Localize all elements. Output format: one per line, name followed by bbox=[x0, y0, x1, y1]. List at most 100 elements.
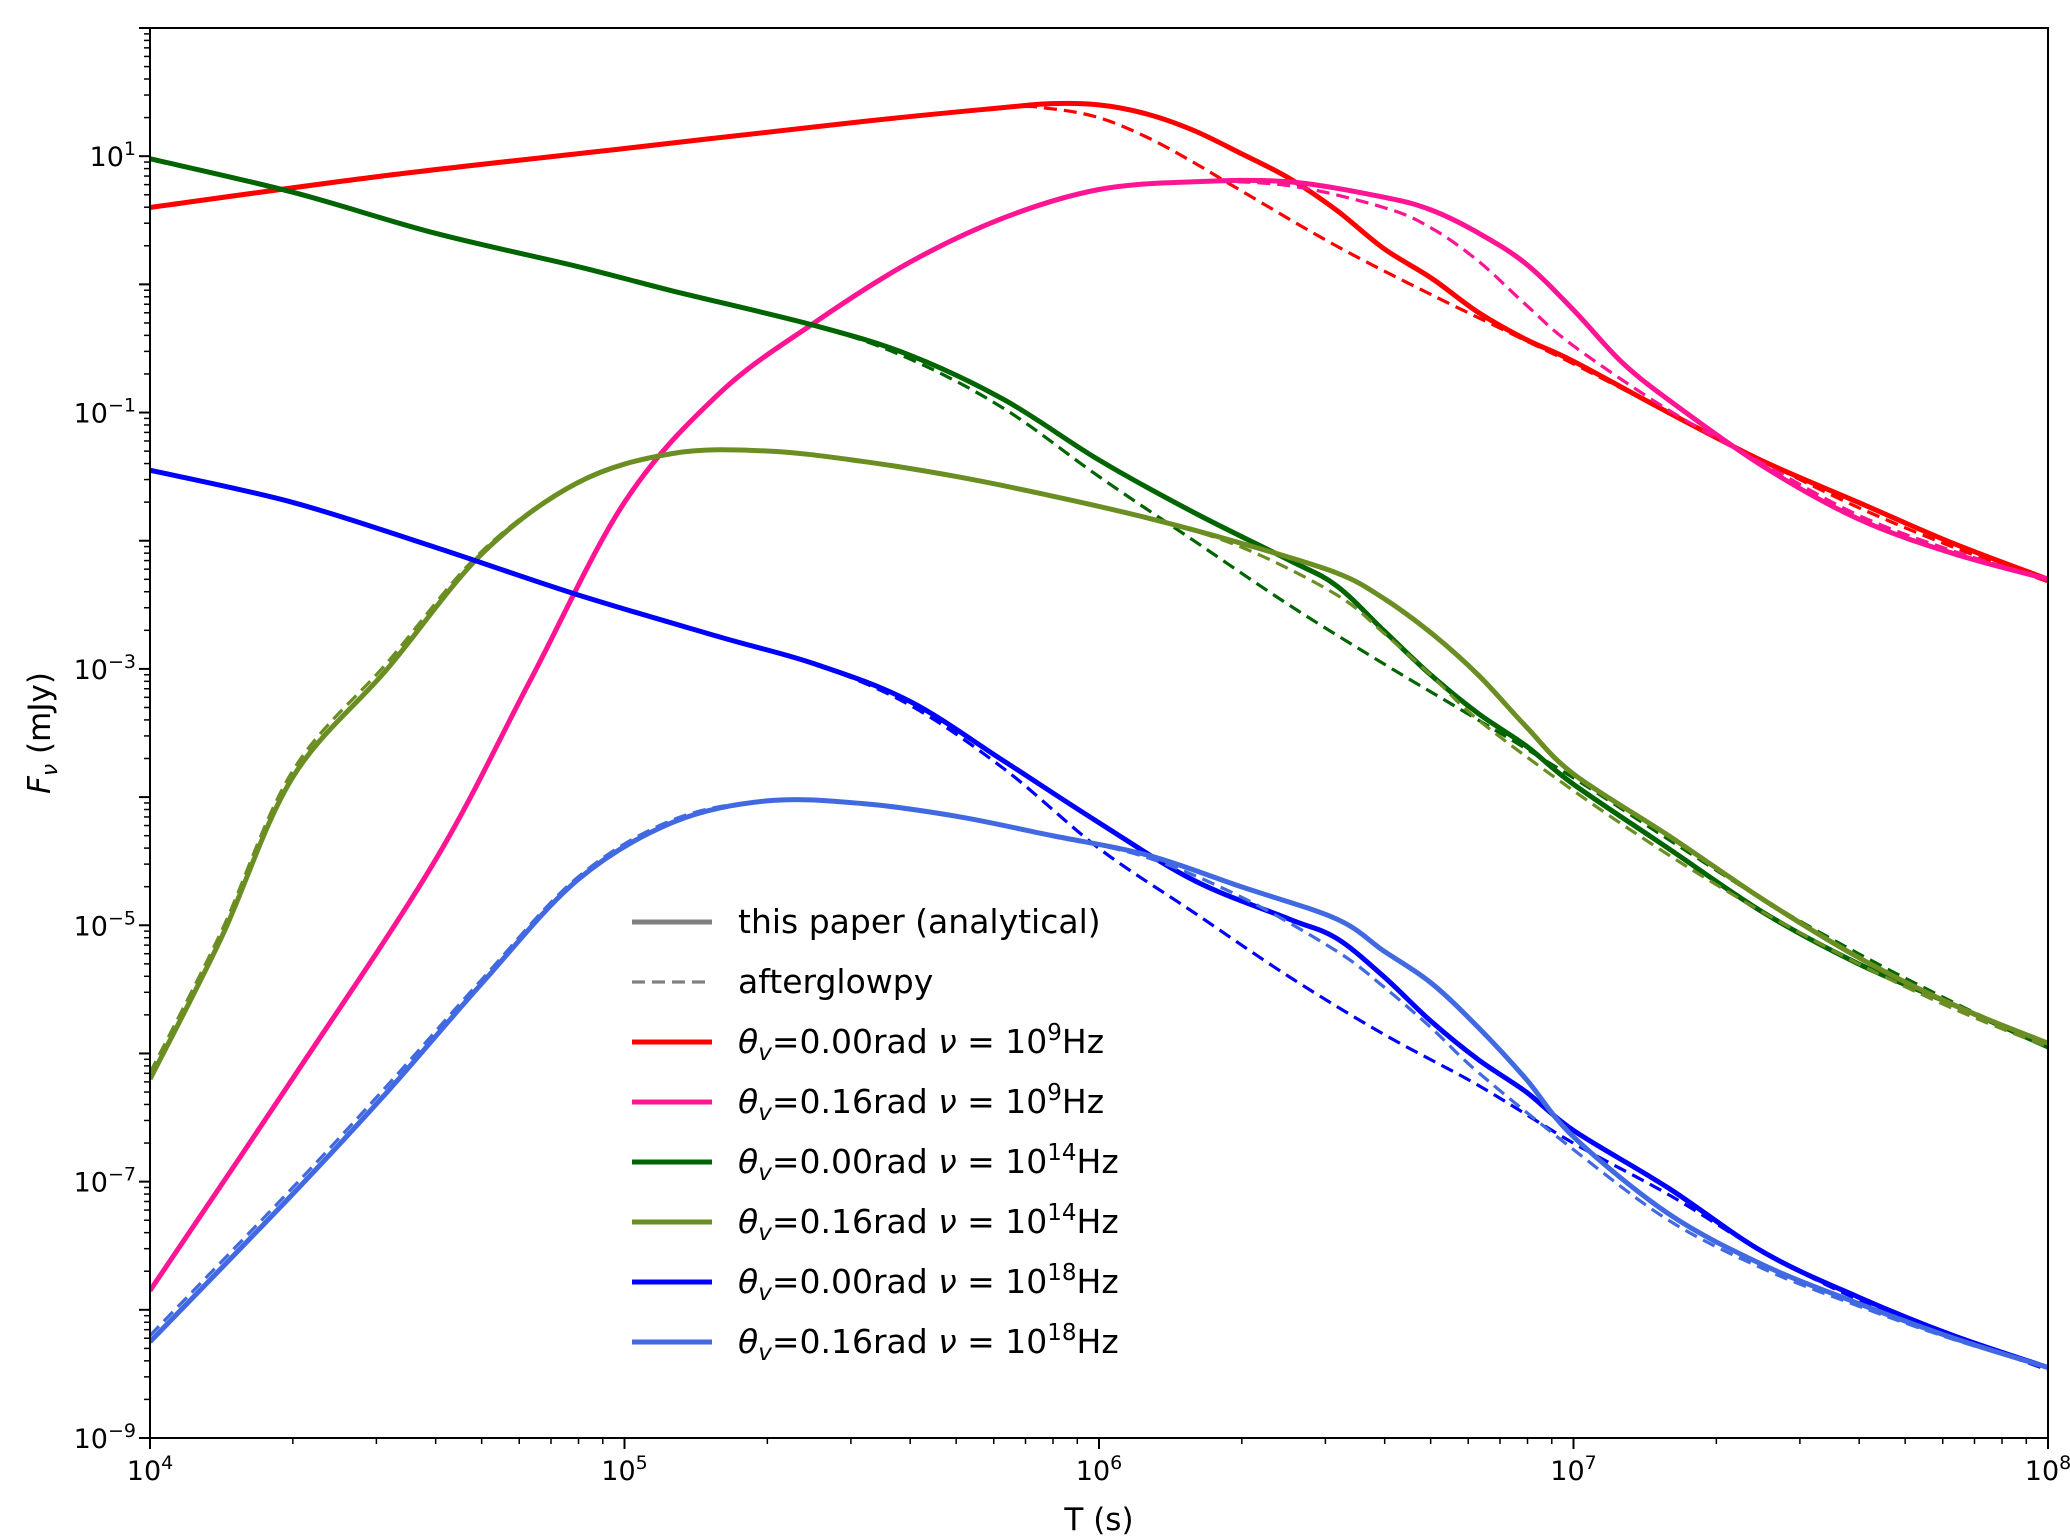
legend-label-part: 9 bbox=[1047, 1080, 1062, 1106]
legend-label-part: Hz bbox=[1077, 1322, 1119, 1361]
y-tick-label: 10−1 bbox=[74, 395, 136, 430]
y-tick-base: 10 bbox=[74, 1168, 108, 1199]
legend-label-part: = 10 bbox=[957, 1262, 1048, 1301]
y-tick-label: 101 bbox=[90, 138, 136, 173]
legend-label: afterglowpy bbox=[738, 962, 933, 1001]
legend-label-part: Hz bbox=[1077, 1262, 1119, 1301]
x-tick-base: 10 bbox=[601, 1456, 635, 1487]
x-tick-base: 10 bbox=[127, 1456, 161, 1487]
legend-label-part: =0.16rad bbox=[772, 1082, 938, 1121]
legend-label-part: Hz bbox=[1077, 1142, 1119, 1181]
legend-label-part: = 10 bbox=[957, 1322, 1048, 1361]
legend-label-part: Hz bbox=[1062, 1022, 1104, 1061]
legend-label-part: =0.00rad bbox=[772, 1022, 938, 1061]
legend-label-part: θ bbox=[738, 1022, 758, 1061]
legend-label-part: =0.16rad bbox=[772, 1202, 938, 1241]
legend-label-part: ν bbox=[938, 1262, 956, 1301]
afterglowpy-line-7 bbox=[150, 448, 2048, 1074]
legend-label: this paper (analytical) bbox=[738, 902, 1101, 941]
legend-label-part: =0.00rad bbox=[772, 1262, 938, 1301]
legend-label: θv=0.00rad ν = 1014Hz bbox=[738, 1140, 1119, 1186]
x-tick-exponent: 8 bbox=[2059, 1452, 2070, 1474]
x-tick-label: 107 bbox=[1550, 1452, 1596, 1487]
legend-label: θv=0.00rad ν = 109Hz bbox=[738, 1020, 1104, 1066]
y-axis-label: Fν (mJy) bbox=[22, 672, 63, 794]
x-tick-exponent: 5 bbox=[636, 1452, 648, 1474]
y-tick-exponent: −3 bbox=[108, 651, 136, 673]
legend-label-part: θ bbox=[738, 1322, 758, 1361]
legend-label-part: θ bbox=[738, 1142, 758, 1181]
legend-label-part: v bbox=[758, 1160, 772, 1186]
major-ticks bbox=[139, 27, 2049, 1449]
legend-label-part: θ bbox=[738, 1202, 758, 1241]
afterglowpy-line-5 bbox=[150, 157, 2048, 1049]
series-layer bbox=[150, 100, 2048, 1372]
legend-label: θv=0.00rad ν = 1018Hz bbox=[738, 1260, 1119, 1306]
y-tick-base: 10 bbox=[74, 1424, 108, 1455]
analytical-line-10 bbox=[150, 797, 2048, 1370]
legend-label-part: v bbox=[758, 1100, 772, 1126]
y-tick-exponent: 1 bbox=[124, 138, 136, 160]
x-tick-label: 106 bbox=[1076, 1452, 1122, 1487]
legend-label-part: ν bbox=[938, 1322, 956, 1361]
legend-label-part: 9 bbox=[1047, 1020, 1062, 1046]
legend-label-part: = 10 bbox=[957, 1022, 1048, 1061]
x-tick-exponent: 7 bbox=[1585, 1452, 1597, 1474]
x-tick-label: 105 bbox=[601, 1452, 647, 1487]
y-tick-base: 10 bbox=[90, 142, 124, 173]
legend: this paper (analytical)afterglowpyθv=0.0… bbox=[632, 902, 1119, 1366]
afterglowpy-line-9 bbox=[150, 468, 2048, 1372]
legend-label-part: 18 bbox=[1047, 1320, 1076, 1346]
legend-label-part: v bbox=[758, 1220, 772, 1246]
legend-label-part: 14 bbox=[1047, 1200, 1076, 1226]
y-tick-exponent: −9 bbox=[108, 1420, 136, 1442]
y-tick-exponent: −1 bbox=[108, 395, 136, 417]
legend-label-part: ν bbox=[938, 1082, 956, 1121]
y-tick-label: 10−9 bbox=[74, 1420, 136, 1455]
afterglowpy-line-1 bbox=[150, 104, 2048, 584]
x-axis-label: T (s) bbox=[1063, 1502, 1133, 1536]
legend-label-part: v bbox=[758, 1340, 772, 1366]
legend-label-part: = 10 bbox=[957, 1202, 1048, 1241]
legend-label-part: ν bbox=[938, 1202, 956, 1241]
legend-label-part: =0.16rad bbox=[772, 1322, 938, 1361]
analytical-line-4 bbox=[150, 156, 2048, 1050]
x-tick-exponent: 4 bbox=[161, 1452, 173, 1474]
y-tick-label: 10−3 bbox=[74, 651, 136, 686]
y-tick-base: 10 bbox=[74, 399, 108, 430]
legend-label-part: θ bbox=[738, 1262, 758, 1301]
x-tick-label: 104 bbox=[127, 1452, 173, 1487]
legend-label-part: Hz bbox=[1062, 1082, 1104, 1121]
legend-label-part: 18 bbox=[1047, 1260, 1076, 1286]
legend-label-part: = 10 bbox=[957, 1082, 1048, 1121]
x-tick-labels: 104 105 106 107 108 bbox=[127, 1452, 2070, 1487]
legend-label-part: v bbox=[758, 1040, 772, 1066]
legend-label-part: = 10 bbox=[957, 1142, 1048, 1181]
y-tick-exponent: −5 bbox=[108, 907, 136, 929]
legend-label-part: =0.00rad bbox=[772, 1142, 938, 1181]
legend-label: θv=0.16rad ν = 1018Hz bbox=[738, 1320, 1119, 1366]
x-tick-base: 10 bbox=[1550, 1456, 1584, 1487]
x-tick-label: 108 bbox=[2025, 1452, 2070, 1487]
y-axis-subscript: ν bbox=[38, 764, 63, 776]
y-axis-symbol: F bbox=[22, 775, 58, 794]
y-tick-label: 10−7 bbox=[74, 1164, 136, 1199]
y-tick-base: 10 bbox=[74, 911, 108, 942]
y-axis-unit: (mJy) bbox=[22, 672, 58, 764]
legend-label-part: θ bbox=[738, 1082, 758, 1121]
y-tick-exponent: −7 bbox=[108, 1164, 136, 1186]
x-tick-exponent: 6 bbox=[1110, 1452, 1122, 1474]
legend-label-part: ν bbox=[938, 1022, 956, 1061]
legend-label-part: Hz bbox=[1077, 1202, 1119, 1241]
y-tick-base: 10 bbox=[74, 655, 108, 686]
x-tick-base: 10 bbox=[1076, 1456, 1110, 1487]
legend-label-part: 14 bbox=[1047, 1140, 1076, 1166]
legend-label: θv=0.16rad ν = 109Hz bbox=[738, 1080, 1104, 1126]
y-tick-label: 10−5 bbox=[74, 907, 136, 942]
legend-label: θv=0.16rad ν = 1014Hz bbox=[738, 1200, 1119, 1246]
legend-label-part: v bbox=[758, 1280, 772, 1306]
x-tick-base: 10 bbox=[2025, 1456, 2059, 1487]
plot-frame bbox=[149, 27, 2049, 1439]
